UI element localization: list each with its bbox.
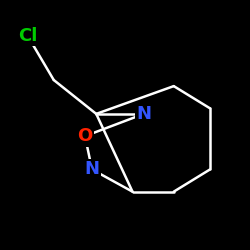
Text: O: O: [78, 127, 92, 145]
Text: Cl: Cl: [18, 26, 37, 44]
Text: N: N: [84, 160, 100, 178]
Text: N: N: [136, 105, 151, 123]
